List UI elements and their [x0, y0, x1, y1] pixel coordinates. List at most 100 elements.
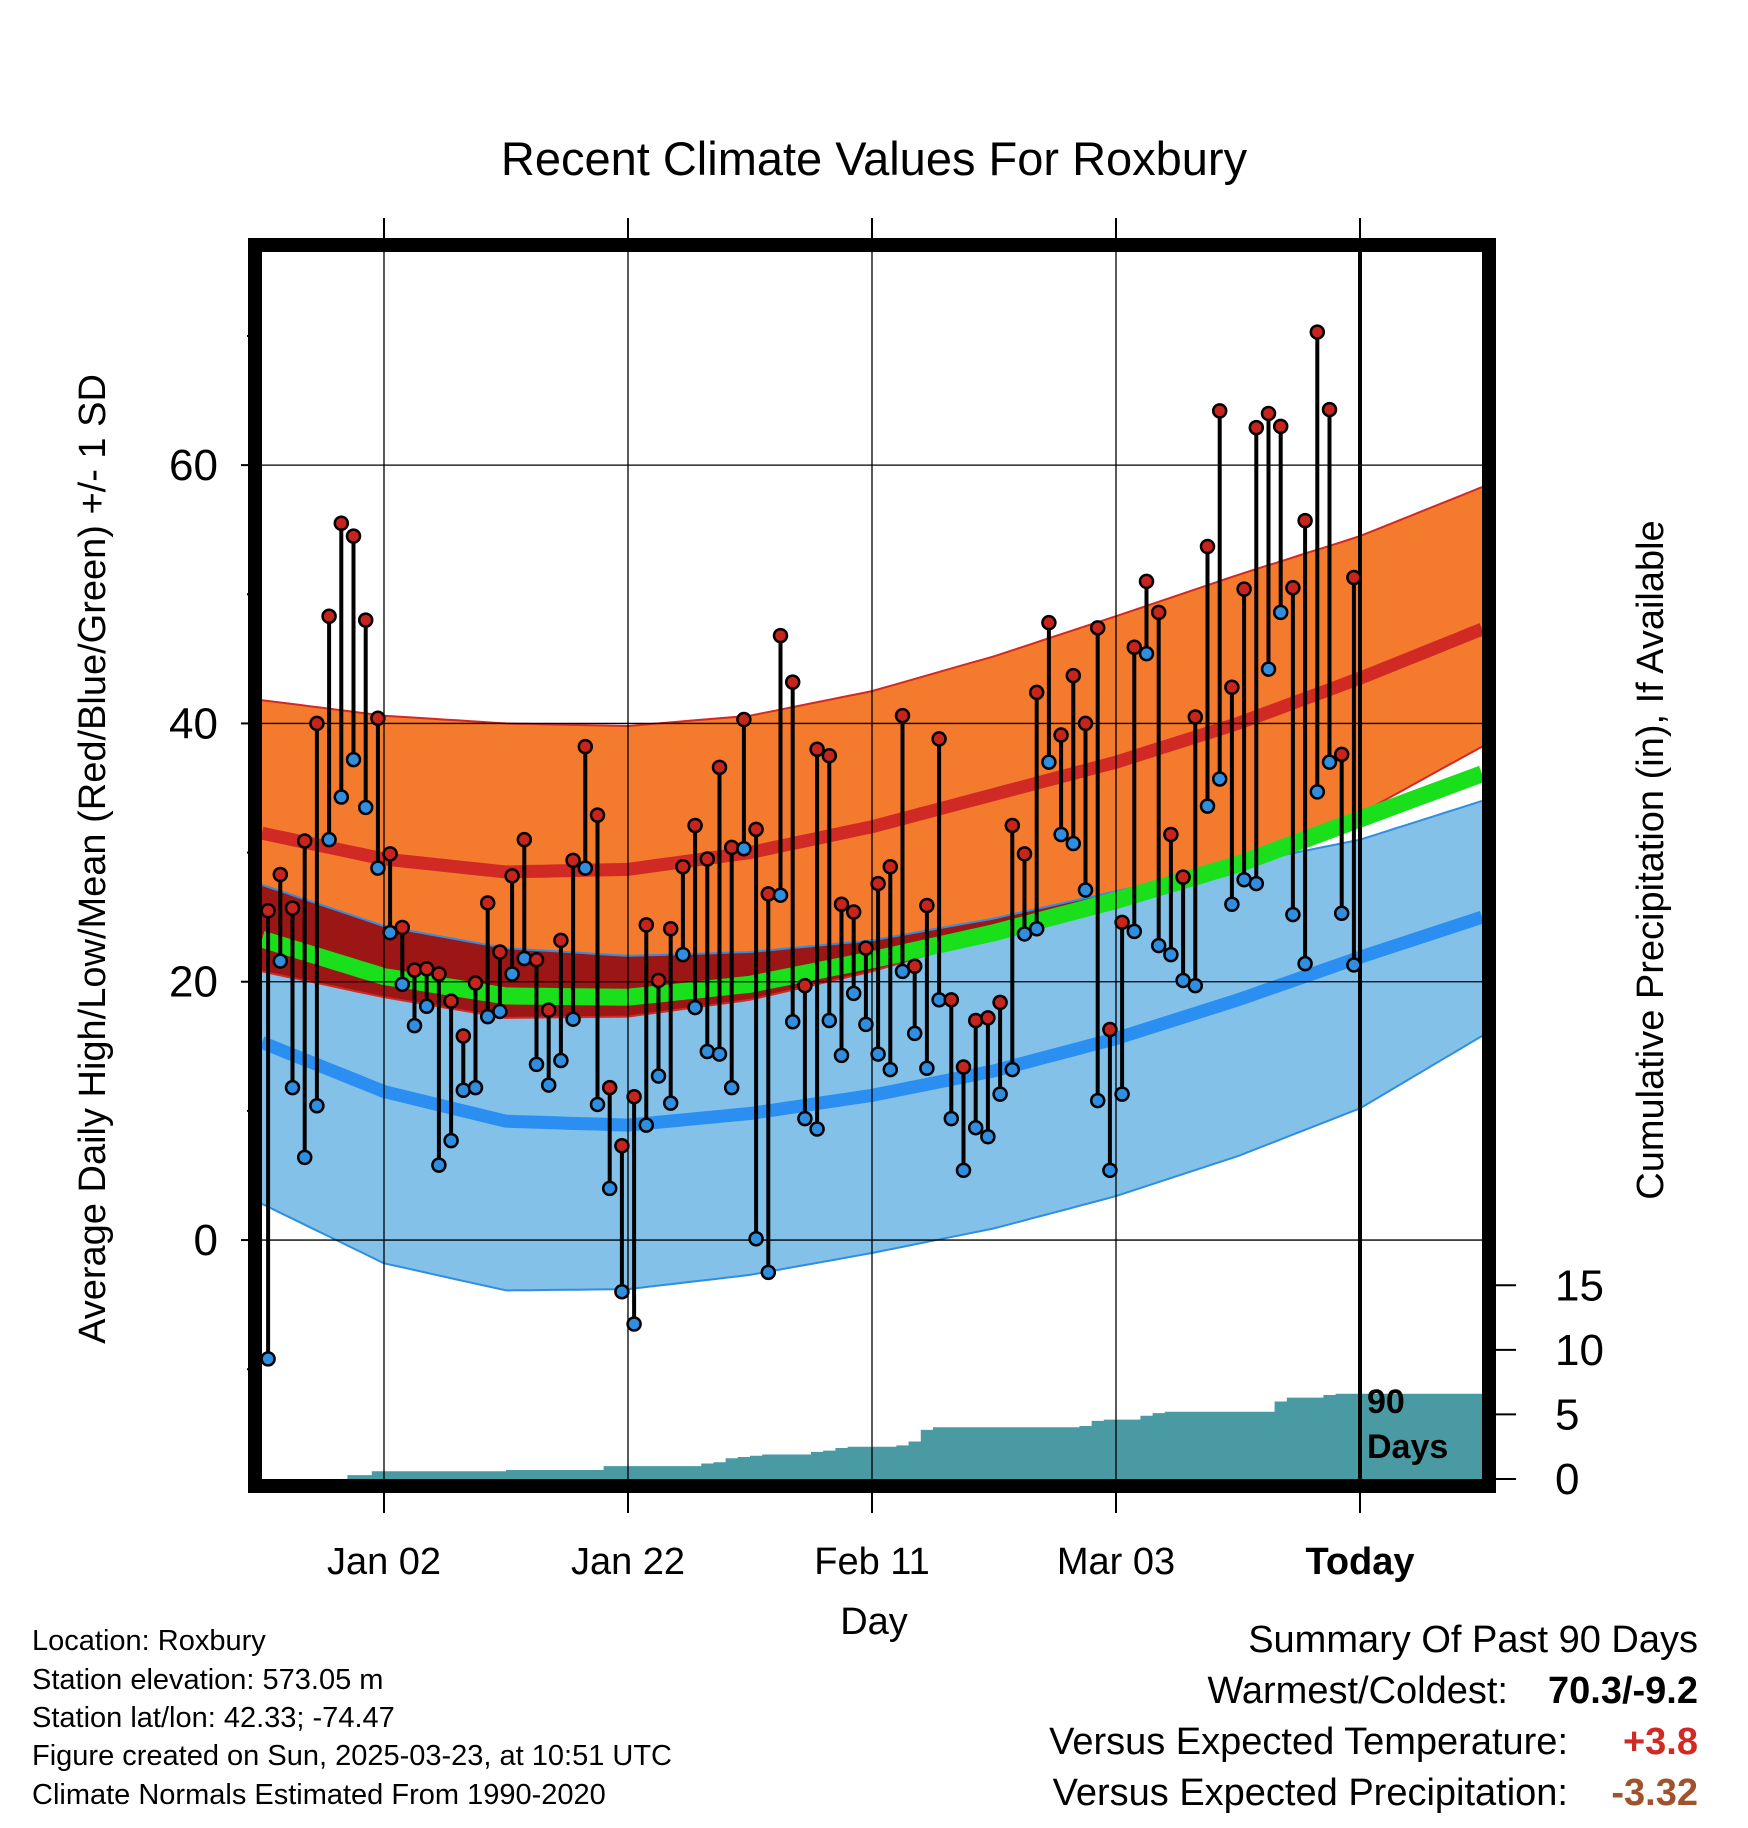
high-point [492, 944, 508, 960]
high-point [370, 710, 386, 727]
low-point [1309, 784, 1326, 800]
low-point [504, 966, 520, 982]
low-point [601, 1180, 618, 1197]
low-point [723, 1079, 740, 1096]
high-point [1346, 569, 1362, 586]
high-point [967, 1012, 984, 1029]
high-point [894, 707, 911, 724]
high-point [406, 962, 423, 978]
high-point [723, 839, 740, 856]
low-point [662, 1095, 679, 1111]
normals-text: Climate Normals Estimated From 1990-2020 [32, 1779, 606, 1811]
high-point [1150, 604, 1167, 621]
y2-tick-label: 5 [1555, 1390, 1579, 1439]
low-point [528, 1056, 545, 1073]
low-point [760, 1264, 777, 1281]
high-point [1004, 817, 1021, 834]
low-point [1089, 1092, 1106, 1109]
high-point [662, 921, 679, 937]
created-text: Figure created on Sun, 2025-03-23, at 10… [32, 1740, 672, 1772]
low-point [650, 1068, 667, 1084]
today-days-label: 90 [1367, 1383, 1405, 1421]
x-tick-label: Mar 03 [1057, 1541, 1175, 1583]
high-point [1199, 538, 1216, 555]
low-point [919, 1060, 935, 1077]
high-point [845, 904, 862, 920]
temperature-departure-value: +3.8 [1622, 1721, 1698, 1763]
warmest-coldest-value: 70.3/-9.2 [1548, 1670, 1698, 1712]
high-point [699, 851, 716, 867]
low-point [492, 1003, 508, 1020]
high-point [1041, 614, 1057, 631]
high-point [821, 747, 838, 764]
high-point [1077, 715, 1094, 732]
high-point [553, 932, 569, 949]
low-point [260, 1351, 276, 1367]
y2-axis-label: Cumulative Precipitation (in), If Availa… [1630, 520, 1672, 1199]
low-point [614, 1283, 630, 1300]
high-point [1236, 581, 1252, 597]
high-point [687, 817, 703, 834]
y2-tick-label: 10 [1555, 1326, 1604, 1375]
high-point [333, 515, 350, 531]
high-point [638, 917, 655, 933]
low-point [748, 1231, 764, 1247]
low-point [955, 1162, 972, 1179]
high-point [479, 895, 496, 911]
elevation-text: Station elevation: 573.05 m [32, 1664, 384, 1696]
low-point [1065, 835, 1082, 852]
low-point [1077, 882, 1094, 898]
low-point [675, 946, 691, 963]
high-point [833, 896, 850, 912]
low-point [284, 1079, 301, 1096]
low-point [357, 799, 374, 816]
low-point [1333, 905, 1350, 922]
low-point [943, 1110, 960, 1127]
x-tick-label: Jan 22 [571, 1541, 685, 1583]
low-point [370, 860, 386, 876]
y-tick-label: 0 [194, 1216, 218, 1265]
high-point [1138, 573, 1155, 590]
high-point [1224, 679, 1240, 696]
high-point [357, 612, 374, 628]
high-point [760, 886, 777, 902]
low-point [516, 950, 533, 967]
high-point [955, 1059, 972, 1075]
chart-title: Recent Climate Values For Roxbury [501, 132, 1248, 185]
low-point [638, 1117, 655, 1133]
low-point [967, 1119, 984, 1136]
low-point [906, 1025, 923, 1042]
high-point [528, 952, 545, 968]
low-point [626, 1316, 642, 1332]
observations: 90 Days [260, 324, 1448, 1466]
high-point [1248, 419, 1265, 436]
low-point [455, 1082, 472, 1098]
high-point [1065, 667, 1082, 684]
high-point [1089, 620, 1106, 636]
x-tick-label: Feb 11 [814, 1541, 929, 1583]
low-point [1102, 1162, 1118, 1179]
high-point [443, 993, 459, 1009]
high-point [1309, 324, 1326, 340]
high-point [1114, 914, 1130, 931]
high-point [797, 977, 813, 994]
high-point [906, 958, 923, 974]
low-point [1224, 896, 1240, 912]
y-axis-label: Average Daily High/Low/Mean (Red/Blue/Gr… [72, 374, 114, 1344]
y-tick-label: 20 [169, 958, 218, 1007]
precipitation-departure-label: Versus Expected Precipitation: [1052, 1772, 1568, 1814]
high-point [345, 528, 362, 544]
low-point [1138, 645, 1155, 662]
high-point [772, 627, 789, 644]
high-point [992, 994, 1008, 1011]
low-point [1041, 754, 1057, 770]
low-point [467, 1079, 484, 1096]
low-point [1114, 1086, 1130, 1102]
low-point [1260, 661, 1277, 677]
high-point [467, 975, 484, 991]
x-tick-label: Jan 02 [327, 1541, 441, 1583]
low-point [296, 1149, 313, 1166]
low-point [1321, 754, 1338, 770]
low-point [309, 1097, 325, 1114]
